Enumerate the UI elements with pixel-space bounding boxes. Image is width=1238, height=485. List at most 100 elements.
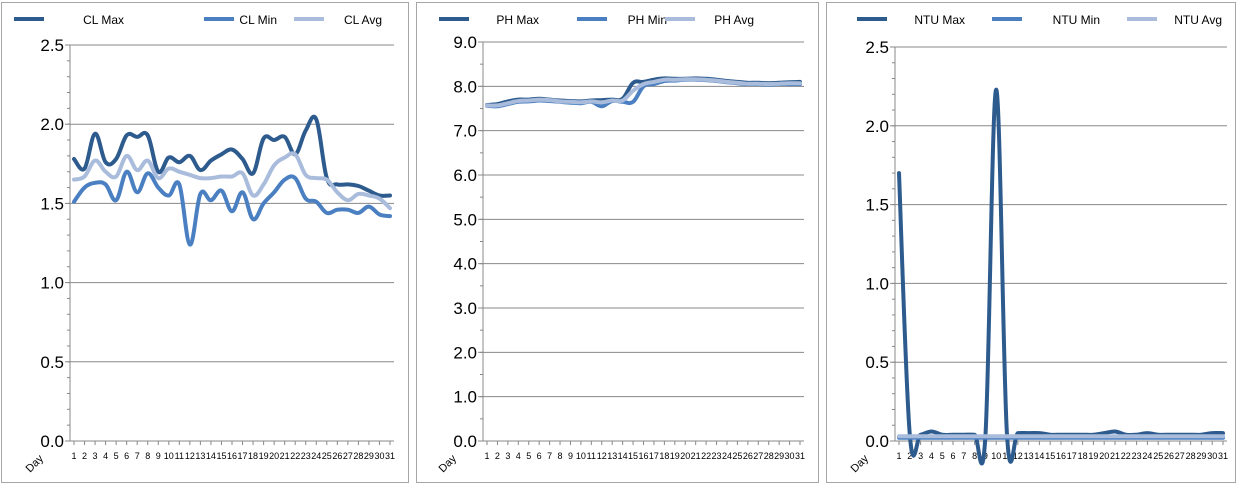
ph-chart-svg: 0.01.02.03.04.05.06.07.08.09.01 2 3 4 5 6 7 8 9 1… bbox=[437, 13, 805, 475]
ph-y-tick-label: 3.0 bbox=[453, 299, 477, 318]
ph-y-tick-label: 1.0 bbox=[453, 388, 477, 407]
ntu-chart-svg: 0.00.51.01.52.02.51 2 3 4 5 6 7 8 9 10 11 12 13 14 15 1… bbox=[849, 13, 1228, 475]
ntu-chart-panel: 0.0 0.5 1.0 1.5 2.0 2.5 1 2 3 4 5 6 7 8 9 10 11 12 13 14 15 1… bbox=[826, 2, 1236, 483]
ph-x-tick-label: 30 bbox=[785, 451, 795, 461]
ph-x-tick-label: 26 bbox=[743, 451, 753, 461]
ntu-y-tick-label: 0.5 bbox=[865, 353, 889, 372]
ph-x-tick-label: 27 bbox=[753, 451, 763, 461]
ntu-y-tick-label: 2.0 bbox=[865, 117, 889, 136]
cl-x-tick-label: 16 bbox=[227, 451, 237, 461]
cl-x-tick-label: 29 bbox=[364, 451, 374, 461]
cl-y-tick-label: 2.5 bbox=[40, 36, 64, 55]
ph-legend-avg-label: PH Avg bbox=[714, 13, 754, 27]
ntu-x-tick-label: 31 bbox=[1218, 451, 1228, 461]
cl-x-tick-label: 8 bbox=[145, 451, 150, 461]
ntu-y-tick-label: 0.0 bbox=[865, 432, 889, 451]
ntu-x-tick-label: 13 bbox=[1024, 451, 1034, 461]
ph-x-tick-label: 15 bbox=[628, 451, 638, 461]
ph-legend-min-label: PH Min bbox=[628, 13, 667, 27]
cl-y-tick-label: 2.0 bbox=[40, 115, 64, 134]
ph-x-tick-label: 25 bbox=[732, 451, 742, 461]
ntu-x-tick-label: 29 bbox=[1196, 451, 1206, 461]
ntu-y-tick-label: 2.5 bbox=[865, 38, 889, 57]
ntu-x-tick-label: 6 bbox=[950, 451, 955, 461]
ph-y-tick-label: 2.0 bbox=[453, 343, 477, 362]
cl-x-tick-label: 7 bbox=[135, 451, 140, 461]
ntu-x-tick-label: 22 bbox=[1121, 451, 1131, 461]
ntu-x-tick-label: 18 bbox=[1078, 451, 1088, 461]
ph-x-tick-label: 20 bbox=[680, 451, 690, 461]
cl-x-tick-label: 24 bbox=[311, 451, 321, 461]
cl-x-tick-label: 11 bbox=[175, 451, 184, 461]
cl-x-tick-label: 1 bbox=[71, 451, 76, 461]
cl-chart-panel: 0.0 0.5 1.0 1.5 2.0 2.5 1 2 3 4 5 6 7 8 9 10 11 12 13 14 15 1… bbox=[1, 2, 409, 483]
cl-x-tick-label: 14 bbox=[206, 451, 216, 461]
ntu-x-tick-label: 5 bbox=[940, 451, 945, 461]
ph-x-tick-label: 11 bbox=[587, 451, 596, 461]
ph-x-tick-label: 3 bbox=[505, 451, 510, 461]
cl-x-tick-label: 2 bbox=[82, 451, 87, 461]
ntu-x-tick-label: 7 bbox=[961, 451, 966, 461]
ph-y-tick-label: 7.0 bbox=[453, 122, 477, 141]
ph-x-tick-label: 1 bbox=[484, 451, 489, 461]
cl-x-tick-label: 17 bbox=[238, 451, 248, 461]
cl-legend-avg-label: CL Avg bbox=[344, 13, 382, 27]
cl-legend-max-label: CL Max bbox=[83, 13, 124, 27]
ph-y-tick-label: 4.0 bbox=[453, 255, 477, 274]
ph-x-tick-label: 29 bbox=[774, 451, 784, 461]
cl-x-tick-label: 4 bbox=[103, 451, 108, 461]
ph-legend-max-label: PH Max bbox=[496, 13, 539, 27]
ph-x-tick-label: 13 bbox=[607, 451, 617, 461]
cl-x-tick-label: 28 bbox=[353, 451, 363, 461]
ph-x-tick-label: 17 bbox=[649, 451, 659, 461]
cl-x-tick-label: 21 bbox=[280, 451, 290, 461]
ph-x-tick-label: 4 bbox=[516, 451, 521, 461]
cl-x-axis-label: Day bbox=[24, 452, 47, 475]
ntu-x-tick-label: 23 bbox=[1132, 451, 1142, 461]
cl-x-tick-label: 30 bbox=[374, 451, 384, 461]
cl-y-tick-label: 0.5 bbox=[40, 353, 64, 372]
cl-x-tick-label: 15 bbox=[216, 451, 226, 461]
ntu-x-tick-label: 2 bbox=[907, 451, 912, 461]
ntu-x-tick-label: 3 bbox=[918, 451, 923, 461]
cl-x-tick-label: 5 bbox=[114, 451, 119, 461]
cl-x-tick-label: 13 bbox=[195, 451, 205, 461]
ph-x-tick-label: 10 bbox=[576, 451, 586, 461]
ntu-y-tick-label: 1.0 bbox=[865, 274, 889, 293]
ntu-x-tick-label: 15 bbox=[1045, 451, 1055, 461]
ntu-x-tick-label: 30 bbox=[1207, 451, 1217, 461]
cl-x-tick-label: 18 bbox=[248, 451, 258, 461]
ntu-x-tick-label: 28 bbox=[1186, 451, 1196, 461]
ntu-x-tick-label: 4 bbox=[929, 451, 934, 461]
ntu-x-tick-label: 26 bbox=[1164, 451, 1174, 461]
ntu-max-line bbox=[897, 87, 1225, 466]
ntu-y-tick-label: 1.5 bbox=[865, 196, 889, 215]
ntu-x-tick-label: 27 bbox=[1175, 451, 1185, 461]
cl-y-tick-label: 0.0 bbox=[40, 432, 64, 451]
cl-legend-min-label: CL Min bbox=[239, 13, 277, 27]
ph-x-tick-label: 24 bbox=[722, 451, 732, 461]
cl-x-tick-label: 9 bbox=[156, 451, 161, 461]
ntu-x-tick-label: 12 bbox=[1013, 451, 1023, 461]
ph-x-tick-label: 16 bbox=[638, 451, 648, 461]
ph-y-tick-label: 9.0 bbox=[453, 33, 477, 52]
ph-y-tick-label: 6.0 bbox=[453, 166, 477, 185]
ntu-x-tick-label: 20 bbox=[1099, 451, 1109, 461]
ntu-x-tick-label: 1 bbox=[896, 451, 901, 461]
ph-x-tick-label: 14 bbox=[618, 451, 628, 461]
ph-x-tick-label: 18 bbox=[659, 451, 669, 461]
ph-x-tick-label: 21 bbox=[691, 451, 701, 461]
ntu-x-tick-label: 24 bbox=[1142, 451, 1152, 461]
cl-x-tick-label: 25 bbox=[322, 451, 332, 461]
cl-y-tick-label: 1.5 bbox=[40, 194, 64, 213]
cl-x-tick-label: 31 bbox=[385, 451, 395, 461]
cl-x-tick-label: 3 bbox=[93, 451, 98, 461]
ph-x-tick-label: 9 bbox=[568, 451, 573, 461]
ph-x-tick-label: 7 bbox=[547, 451, 552, 461]
cl-x-tick-label: 10 bbox=[164, 451, 174, 461]
ntu-x-tick-label: 10 bbox=[991, 451, 1001, 461]
ph-x-tick-label: 2 bbox=[495, 451, 500, 461]
ph-x-axis-label: Day bbox=[437, 452, 460, 475]
cl-y-tick-label: 1.0 bbox=[40, 274, 64, 293]
ntu-x-tick-label: 8 bbox=[972, 451, 977, 461]
